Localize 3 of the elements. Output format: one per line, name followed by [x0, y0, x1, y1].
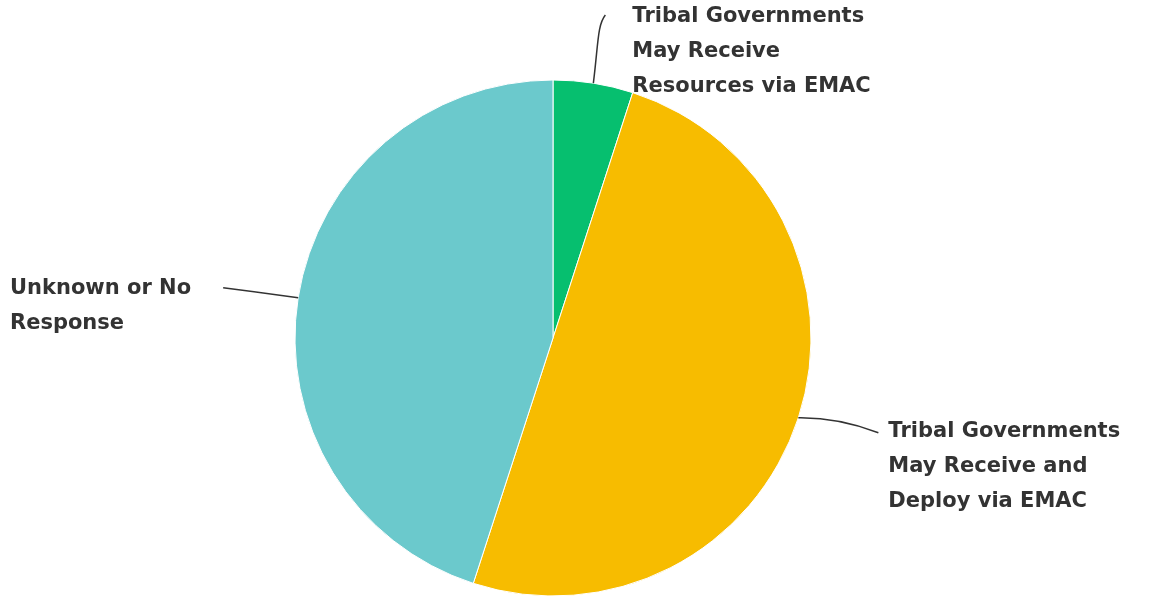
slice-label: Tribal Governments May Receive and Deploy via EMAC: [888, 417, 1121, 512]
slice-label: Unknown or No Response: [10, 274, 192, 334]
slice-label: Tribal Governments May Receive Resources via EMAC: [632, 3, 871, 97]
